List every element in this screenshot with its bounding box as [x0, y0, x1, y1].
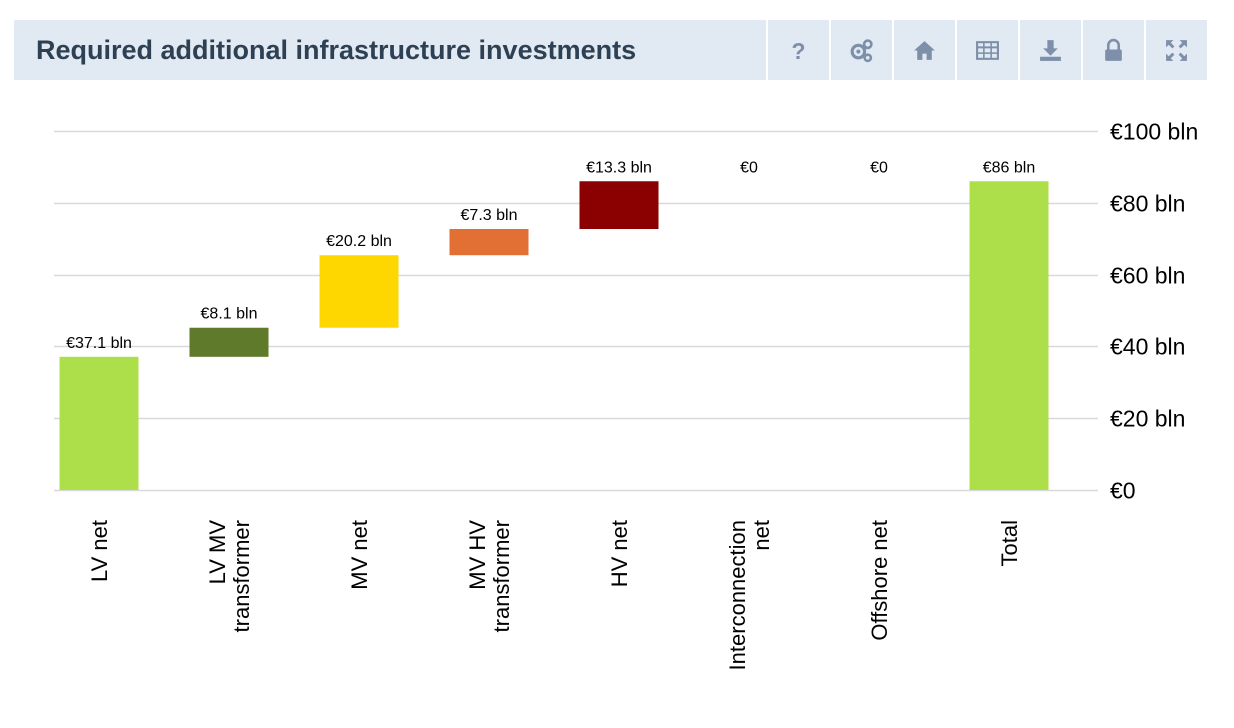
gridlines: [54, 130, 1098, 492]
settings-button[interactable]: [831, 20, 892, 80]
x-tick-label-line: net: [749, 520, 774, 551]
bar[interactable]: [969, 181, 1049, 490]
lock-button[interactable]: [1083, 20, 1144, 80]
x-tick-label-line: transformer: [489, 520, 514, 632]
x-tick-label: Offshore net: [867, 520, 892, 641]
data-label: €0: [870, 159, 888, 176]
table-icon: [976, 41, 999, 60]
data-labels: €37.1 bln €8.1 bln €20.2 bln €7.3 bln €13.3 …: [66, 159, 1035, 352]
data-label: €7.3 bln: [461, 207, 518, 224]
data-label: €20.2 bln: [326, 233, 392, 250]
data-label: €0: [740, 159, 758, 176]
download-button[interactable]: [1020, 20, 1081, 80]
x-tick-label: MV HV transformer: [465, 520, 514, 633]
svg-text:?: ?: [792, 38, 806, 63]
help-icon: ?: [792, 38, 806, 63]
x-tick-label-line: Total: [997, 520, 1022, 566]
x-tick-label-line: LV MV: [205, 520, 230, 585]
lock-icon: [1105, 38, 1122, 61]
data-label: €13.3 bln: [586, 159, 652, 176]
y-tick-label: €40 bln: [1110, 334, 1185, 360]
y-axis: €0 €20 bln €40 bln €60 bln €80 bln €100 bln: [1110, 119, 1198, 504]
y-tick-label: €100 bln: [1110, 119, 1198, 145]
x-tick-label-line: transformer: [229, 520, 254, 632]
data-label: €37.1 bln: [66, 335, 132, 352]
home-button[interactable]: [894, 20, 955, 80]
x-tick-label-line: MV net: [347, 520, 372, 590]
x-tick-label-line: HV net: [607, 520, 632, 587]
x-tick-label-line: Offshore net: [867, 520, 892, 641]
download-icon: [1040, 40, 1061, 61]
bar[interactable]: [189, 327, 269, 357]
chart-title: Required additional infrastructure inves…: [36, 35, 637, 65]
title-bar: Required additional infrastructure inves…: [14, 20, 766, 80]
x-tick-label: HV net: [607, 520, 632, 587]
x-tick-label-line: MV HV: [465, 520, 490, 590]
data-label: €8.1 bln: [201, 306, 258, 323]
bar[interactable]: [449, 229, 529, 256]
help-button[interactable]: ?: [768, 20, 829, 80]
x-tick-label: Total: [997, 520, 1022, 566]
y-tick-label: €0: [1110, 478, 1136, 504]
bars: [59, 181, 1049, 490]
y-tick-label: €60 bln: [1110, 263, 1185, 289]
x-tick-label: LV net: [87, 520, 112, 582]
y-tick-label: €80 bln: [1110, 191, 1185, 217]
y-tick-label: €20 bln: [1110, 406, 1185, 432]
table-button[interactable]: [957, 20, 1018, 80]
bar[interactable]: [579, 181, 659, 230]
x-tick-label-line: Interconnection: [725, 520, 750, 670]
bar[interactable]: [319, 255, 399, 328]
expand-icon: [1166, 40, 1187, 61]
x-tick-label: MV net: [347, 520, 372, 590]
x-tick-label: LV MV transformer: [205, 520, 254, 633]
bar[interactable]: [59, 356, 139, 490]
x-tick-label-line: LV net: [87, 520, 112, 582]
fullscreen-button[interactable]: [1146, 20, 1207, 80]
home-icon: [914, 41, 935, 60]
data-label: €86 bln: [983, 159, 1036, 176]
x-tick-label: Interconnection net: [725, 520, 774, 670]
x-axis: LV net LV MV transformer MV net MV HV transfo…: [87, 520, 1022, 671]
gears-icon: [850, 39, 873, 63]
chart-header: Required additional infrastructure inves…: [14, 20, 1214, 80]
